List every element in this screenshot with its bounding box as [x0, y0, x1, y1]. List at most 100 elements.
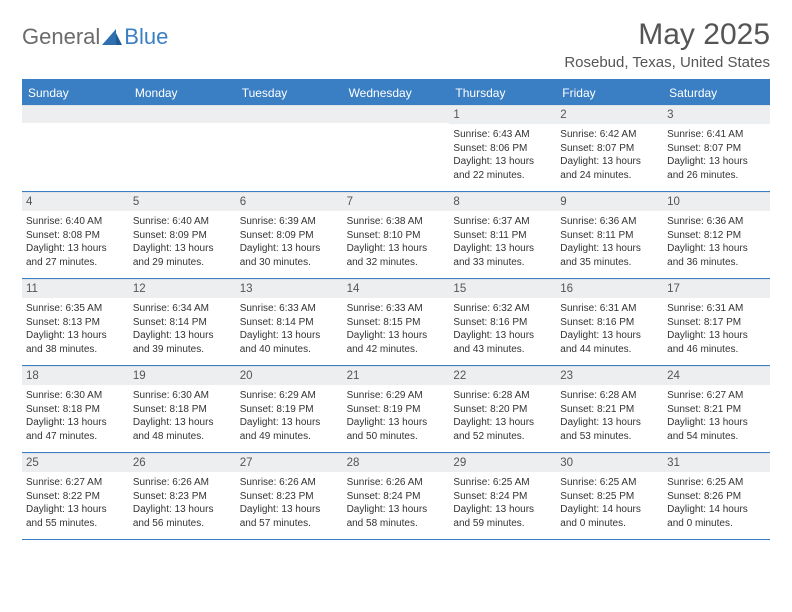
day-number: 6 [236, 192, 343, 211]
sunset-text: Sunset: 8:18 PM [26, 403, 125, 417]
day-cell: 30Sunrise: 6:25 AMSunset: 8:25 PMDayligh… [556, 453, 663, 539]
day-details: Sunrise: 6:30 AMSunset: 8:18 PMDaylight:… [22, 385, 129, 449]
sunset-text: Sunset: 8:24 PM [453, 490, 552, 504]
daylight-text: Daylight: 13 hours and 22 minutes. [453, 155, 552, 182]
day-details: Sunrise: 6:33 AMSunset: 8:15 PMDaylight:… [343, 298, 450, 362]
day-details: Sunrise: 6:27 AMSunset: 8:22 PMDaylight:… [22, 472, 129, 536]
sunrise-text: Sunrise: 6:30 AM [26, 389, 125, 403]
day-cell: 3Sunrise: 6:41 AMSunset: 8:07 PMDaylight… [663, 105, 770, 191]
brand-triangle-icon [102, 29, 122, 45]
day-cell: 17Sunrise: 6:31 AMSunset: 8:17 PMDayligh… [663, 279, 770, 365]
day-number: 22 [449, 366, 556, 385]
day-details: Sunrise: 6:40 AMSunset: 8:09 PMDaylight:… [129, 211, 236, 275]
day-number [129, 105, 236, 123]
daylight-text: Daylight: 13 hours and 44 minutes. [560, 329, 659, 356]
day-cell: 12Sunrise: 6:34 AMSunset: 8:14 PMDayligh… [129, 279, 236, 365]
brand-text-1: General [22, 24, 100, 50]
day-number: 24 [663, 366, 770, 385]
daylight-text: Daylight: 13 hours and 36 minutes. [667, 242, 766, 269]
daylight-text: Daylight: 13 hours and 59 minutes. [453, 503, 552, 530]
daylight-text: Daylight: 13 hours and 35 minutes. [560, 242, 659, 269]
sunset-text: Sunset: 8:19 PM [347, 403, 446, 417]
daylight-text: Daylight: 13 hours and 46 minutes. [667, 329, 766, 356]
sunrise-text: Sunrise: 6:43 AM [453, 128, 552, 142]
sunrise-text: Sunrise: 6:33 AM [347, 302, 446, 316]
day-cell: 24Sunrise: 6:27 AMSunset: 8:21 PMDayligh… [663, 366, 770, 452]
day-details: Sunrise: 6:33 AMSunset: 8:14 PMDaylight:… [236, 298, 343, 362]
day-details: Sunrise: 6:27 AMSunset: 8:21 PMDaylight:… [663, 385, 770, 449]
day-number: 1 [449, 105, 556, 124]
daylight-text: Daylight: 13 hours and 50 minutes. [347, 416, 446, 443]
sunset-text: Sunset: 8:16 PM [560, 316, 659, 330]
sunrise-text: Sunrise: 6:29 AM [347, 389, 446, 403]
day-number: 5 [129, 192, 236, 211]
day-number: 30 [556, 453, 663, 472]
sunset-text: Sunset: 8:17 PM [667, 316, 766, 330]
weeks-container: 1Sunrise: 6:43 AMSunset: 8:06 PMDaylight… [22, 105, 770, 540]
day-cell: 20Sunrise: 6:29 AMSunset: 8:19 PMDayligh… [236, 366, 343, 452]
sunset-text: Sunset: 8:26 PM [667, 490, 766, 504]
day-cell [22, 105, 129, 191]
sunset-text: Sunset: 8:09 PM [133, 229, 232, 243]
day-number: 8 [449, 192, 556, 211]
day-number: 13 [236, 279, 343, 298]
sunrise-text: Sunrise: 6:30 AM [133, 389, 232, 403]
day-details: Sunrise: 6:41 AMSunset: 8:07 PMDaylight:… [663, 124, 770, 188]
day-details: Sunrise: 6:37 AMSunset: 8:11 PMDaylight:… [449, 211, 556, 275]
day-details: Sunrise: 6:26 AMSunset: 8:24 PMDaylight:… [343, 472, 450, 536]
sunset-text: Sunset: 8:12 PM [667, 229, 766, 243]
day-details: Sunrise: 6:34 AMSunset: 8:14 PMDaylight:… [129, 298, 236, 362]
day-number: 27 [236, 453, 343, 472]
day-cell [236, 105, 343, 191]
day-number: 18 [22, 366, 129, 385]
brand-logo: General Blue [22, 18, 168, 50]
sunset-text: Sunset: 8:11 PM [453, 229, 552, 243]
sunrise-text: Sunrise: 6:33 AM [240, 302, 339, 316]
day-cell: 7Sunrise: 6:38 AMSunset: 8:10 PMDaylight… [343, 192, 450, 278]
sunset-text: Sunset: 8:22 PM [26, 490, 125, 504]
day-cell [129, 105, 236, 191]
day-cell: 9Sunrise: 6:36 AMSunset: 8:11 PMDaylight… [556, 192, 663, 278]
sunset-text: Sunset: 8:11 PM [560, 229, 659, 243]
sunrise-text: Sunrise: 6:42 AM [560, 128, 659, 142]
day-cell [343, 105, 450, 191]
sunset-text: Sunset: 8:23 PM [133, 490, 232, 504]
location-label: Rosebud, Texas, United States [564, 54, 770, 71]
sunrise-text: Sunrise: 6:28 AM [453, 389, 552, 403]
day-number: 31 [663, 453, 770, 472]
sunset-text: Sunset: 8:07 PM [667, 142, 766, 156]
day-cell: 4Sunrise: 6:40 AMSunset: 8:08 PMDaylight… [22, 192, 129, 278]
day-details: Sunrise: 6:36 AMSunset: 8:12 PMDaylight:… [663, 211, 770, 275]
day-details: Sunrise: 6:26 AMSunset: 8:23 PMDaylight:… [129, 472, 236, 536]
day-details: Sunrise: 6:42 AMSunset: 8:07 PMDaylight:… [556, 124, 663, 188]
day-number: 11 [22, 279, 129, 298]
day-cell: 16Sunrise: 6:31 AMSunset: 8:16 PMDayligh… [556, 279, 663, 365]
day-details: Sunrise: 6:26 AMSunset: 8:23 PMDaylight:… [236, 472, 343, 536]
daylight-text: Daylight: 13 hours and 52 minutes. [453, 416, 552, 443]
daylight-text: Daylight: 13 hours and 58 minutes. [347, 503, 446, 530]
week-row: 11Sunrise: 6:35 AMSunset: 8:13 PMDayligh… [22, 279, 770, 366]
dow-tuesday: Tuesday [236, 81, 343, 105]
day-number: 29 [449, 453, 556, 472]
sunrise-text: Sunrise: 6:27 AM [667, 389, 766, 403]
week-row: 18Sunrise: 6:30 AMSunset: 8:18 PMDayligh… [22, 366, 770, 453]
day-number: 15 [449, 279, 556, 298]
day-details: Sunrise: 6:28 AMSunset: 8:21 PMDaylight:… [556, 385, 663, 449]
daylight-text: Daylight: 13 hours and 24 minutes. [560, 155, 659, 182]
sunset-text: Sunset: 8:10 PM [347, 229, 446, 243]
sunrise-text: Sunrise: 6:25 AM [667, 476, 766, 490]
sunrise-text: Sunrise: 6:31 AM [667, 302, 766, 316]
daylight-text: Daylight: 13 hours and 48 minutes. [133, 416, 232, 443]
day-details: Sunrise: 6:25 AMSunset: 8:24 PMDaylight:… [449, 472, 556, 536]
daylight-text: Daylight: 13 hours and 49 minutes. [240, 416, 339, 443]
week-row: 25Sunrise: 6:27 AMSunset: 8:22 PMDayligh… [22, 453, 770, 540]
header: General Blue May 2025 Rosebud, Texas, Un… [22, 18, 770, 71]
sunset-text: Sunset: 8:18 PM [133, 403, 232, 417]
day-number: 26 [129, 453, 236, 472]
day-cell: 5Sunrise: 6:40 AMSunset: 8:09 PMDaylight… [129, 192, 236, 278]
sunset-text: Sunset: 8:08 PM [26, 229, 125, 243]
daylight-text: Daylight: 13 hours and 39 minutes. [133, 329, 232, 356]
sunrise-text: Sunrise: 6:28 AM [560, 389, 659, 403]
day-number: 23 [556, 366, 663, 385]
day-cell: 14Sunrise: 6:33 AMSunset: 8:15 PMDayligh… [343, 279, 450, 365]
